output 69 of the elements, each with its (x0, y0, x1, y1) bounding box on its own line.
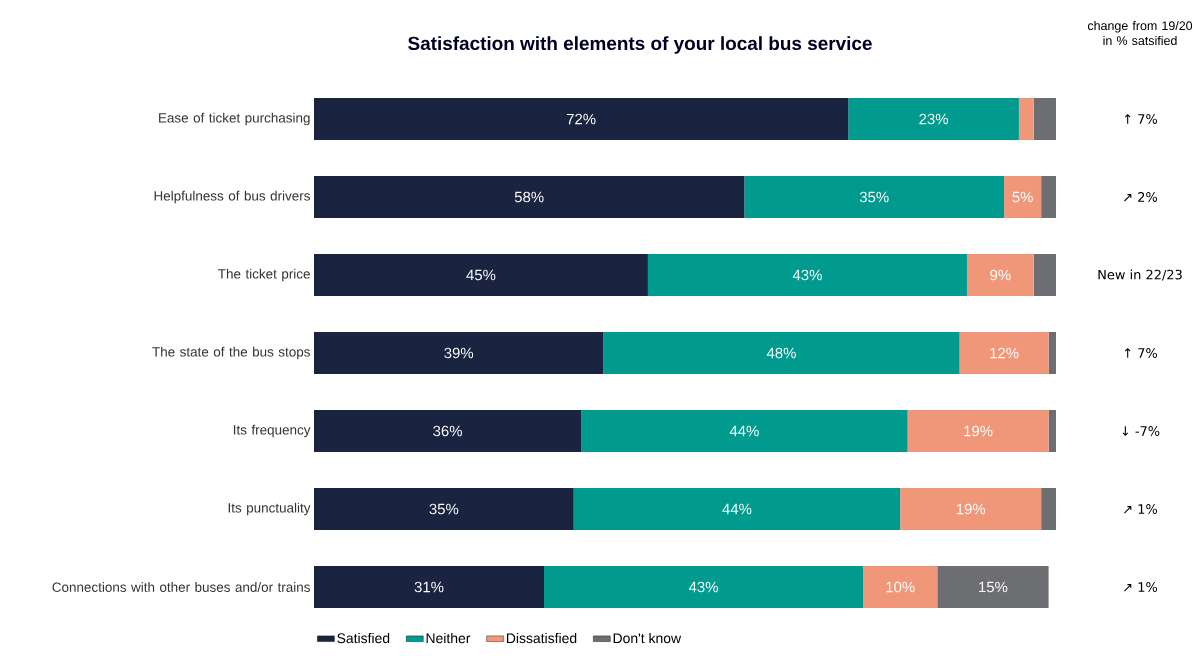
y-tick-label: Ease of ticket purchasing (159, 112, 310, 126)
bar (966, 254, 1034, 297)
text: ↑ 7% (1124, 114, 1158, 124)
y-tick-label: Its frequency (233, 424, 311, 438)
text: ↗ 1% (1124, 504, 1158, 514)
legend-label: Don't know (613, 632, 682, 644)
data-label: 10% (886, 581, 915, 593)
y-tick-label: The ticket price (218, 268, 310, 282)
bar (544, 566, 864, 609)
bar (314, 254, 648, 297)
data-label: 5% (1012, 191, 1033, 203)
data-label: 35% (429, 503, 459, 515)
bar (900, 488, 1042, 531)
bar (314, 566, 545, 609)
bar (1004, 176, 1042, 219)
y-tick-label: Its punctuality (228, 502, 311, 516)
bar (314, 332, 604, 375)
bar (314, 488, 574, 531)
data-label: 58% (514, 191, 544, 203)
bar (314, 176, 745, 219)
bar (959, 332, 1049, 375)
y-tick-label: The state of the bus stops (152, 346, 310, 360)
data-label: 44% (729, 425, 759, 437)
bar (314, 98, 849, 141)
bar (314, 410, 582, 453)
bar (744, 176, 1005, 219)
bar (1033, 254, 1057, 297)
bar (937, 566, 1049, 609)
bar (647, 254, 967, 297)
legend-label: Dissatisfied (506, 632, 577, 644)
data-label: 12% (990, 347, 1019, 359)
data-label: 19% (964, 425, 993, 437)
data-label: 43% (688, 581, 718, 593)
text: ↑ 7% (1124, 348, 1158, 358)
bar (581, 410, 908, 453)
bar (907, 410, 1049, 453)
bar (1041, 176, 1057, 219)
legend-label: Satisfied (337, 632, 390, 644)
text: ↗ 2% (1124, 192, 1158, 202)
bar (1048, 410, 1057, 453)
bar (573, 488, 901, 531)
data-label: 31% (414, 581, 444, 593)
text: change from 19/20 in % satsified (1087, 20, 1193, 46)
bar (1033, 98, 1057, 141)
data-label: 39% (444, 347, 474, 359)
text: ↗ 1% (1124, 582, 1158, 592)
data-label: 9% (990, 269, 1011, 281)
bar (1041, 488, 1057, 531)
bar (603, 332, 960, 375)
bar (848, 98, 1019, 141)
data-label: 72% (566, 113, 596, 125)
legend-label: Neither (426, 632, 471, 644)
data-label: 35% (859, 191, 889, 203)
data-label: 36% (433, 425, 462, 437)
data-label: 44% (722, 503, 752, 515)
bar (1048, 332, 1057, 375)
data-label: 19% (956, 503, 986, 515)
data-label: 23% (919, 113, 948, 125)
data-label: 48% (766, 347, 796, 359)
text: New in 22/23 (1098, 269, 1182, 281)
y-tick-label: Helpfulness of bus drivers (154, 190, 310, 204)
text: ↓ -7% (1122, 426, 1160, 436)
data-label: 43% (792, 269, 822, 281)
bar (1018, 98, 1034, 141)
data-label: 15% (979, 581, 1008, 593)
y-tick-label: Connections with other buses and/or trains (52, 582, 310, 592)
bar (863, 566, 938, 609)
data-label: 45% (466, 269, 496, 281)
chart-title: Satisfaction with elements of your local bus service (408, 36, 872, 54)
